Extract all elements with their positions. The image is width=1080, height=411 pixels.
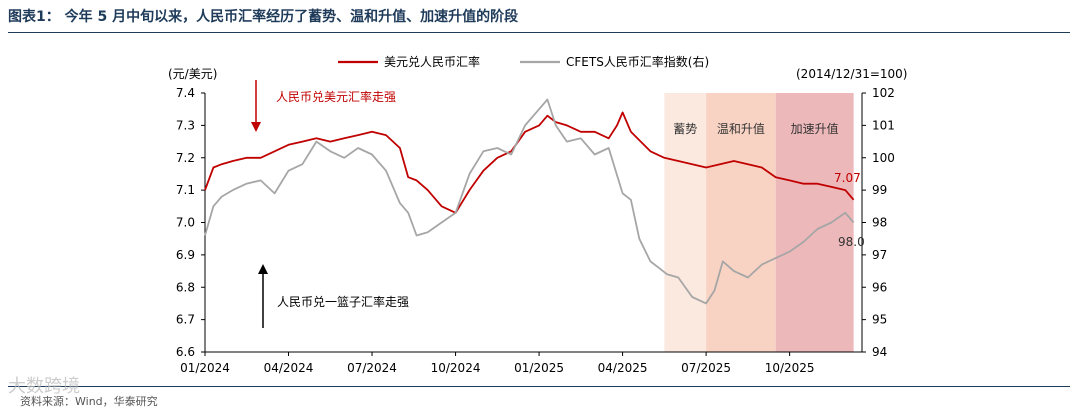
- right-tick-label: 95: [872, 313, 887, 327]
- x-tick-label: 10/2024: [431, 361, 481, 375]
- x-tick-label: 04/2024: [264, 361, 314, 375]
- end-label-cfets: 98.0: [838, 235, 865, 249]
- right-tick-label: 102: [872, 86, 895, 100]
- watermark: 大数跨境: [8, 376, 80, 397]
- figure-title: 图表1： 今年 5 月中旬以来，人民币汇率经历了蓄势、温和升值、加速升值的阶段: [8, 9, 519, 25]
- phase-band: [706, 93, 776, 352]
- right-tick-label: 101: [872, 118, 895, 132]
- left-tick-label: 7.2: [176, 151, 195, 165]
- x-tick-label: 10/2025: [765, 361, 815, 375]
- top-rule: [8, 32, 1070, 33]
- left-tick-label: 7.0: [176, 216, 195, 230]
- chart-lines: [204, 98, 855, 305]
- up-arrow-icon: [258, 264, 268, 274]
- annotation-usd-strong: 人民币兑美元汇率走强: [276, 89, 396, 104]
- right-tick-label: 98: [872, 216, 887, 230]
- left-tick-label: 6.6: [176, 345, 195, 359]
- chart-legend: 美元兑人民币汇率 CFETS人民币汇率指数(右): [338, 54, 709, 69]
- left-tick-label: 6.9: [176, 248, 195, 262]
- phase-band: [664, 93, 707, 352]
- left-tick-label: 7.1: [176, 183, 195, 197]
- legend-label: 美元兑人民币汇率: [384, 54, 480, 69]
- bottom-rule: [8, 386, 1070, 387]
- x-tick-label: 01/2024: [180, 361, 230, 375]
- series-line-cfets: [204, 98, 855, 305]
- x-tick-label: 01/2025: [514, 361, 564, 375]
- phase-label: 温和升值: [717, 121, 765, 136]
- right-tick-label: 96: [872, 280, 887, 294]
- annotation-basket-strong: 人民币兑一篮子汇率走强: [277, 294, 409, 309]
- x-tick-label: 07/2024: [347, 361, 397, 375]
- x-tick-label: 04/2025: [598, 361, 648, 375]
- left-tick-label: 7.3: [176, 118, 195, 132]
- left-axis-unit: (元/美元): [168, 67, 217, 81]
- left-tick-label: 7.4: [176, 86, 195, 100]
- series-line-usdcny: [204, 111, 855, 214]
- chart-axes: 6.6 6.7 6.8 6.9 7.0 7.1 7.2 7.3 7.4 94 95 96 97 98 99 1…: [168, 67, 908, 375]
- phase-label: 蓄势: [673, 122, 697, 136]
- right-tick-label: 99: [872, 183, 887, 197]
- right-tick-label: 97: [872, 248, 887, 262]
- right-tick-label: 94: [872, 345, 887, 359]
- x-tick-label: 07/2025: [681, 361, 731, 375]
- end-label-usdcny: 7.07: [834, 171, 861, 185]
- phase-label: 加速升值: [791, 121, 839, 136]
- down-arrow-icon: [251, 122, 261, 132]
- phase-band: [775, 93, 854, 352]
- phase-shading: 蓄势 温和升值 加速升值: [664, 93, 854, 352]
- legend-label: CFETS人民币汇率指数(右): [566, 54, 709, 69]
- right-tick-label: 100: [872, 151, 895, 165]
- left-tick-label: 6.8: [176, 280, 195, 294]
- source-note: 资料来源：Wind，华泰研究: [20, 395, 158, 408]
- right-axis-unit: (2014/12/31=100): [796, 67, 908, 81]
- left-tick-label: 6.7: [176, 313, 195, 327]
